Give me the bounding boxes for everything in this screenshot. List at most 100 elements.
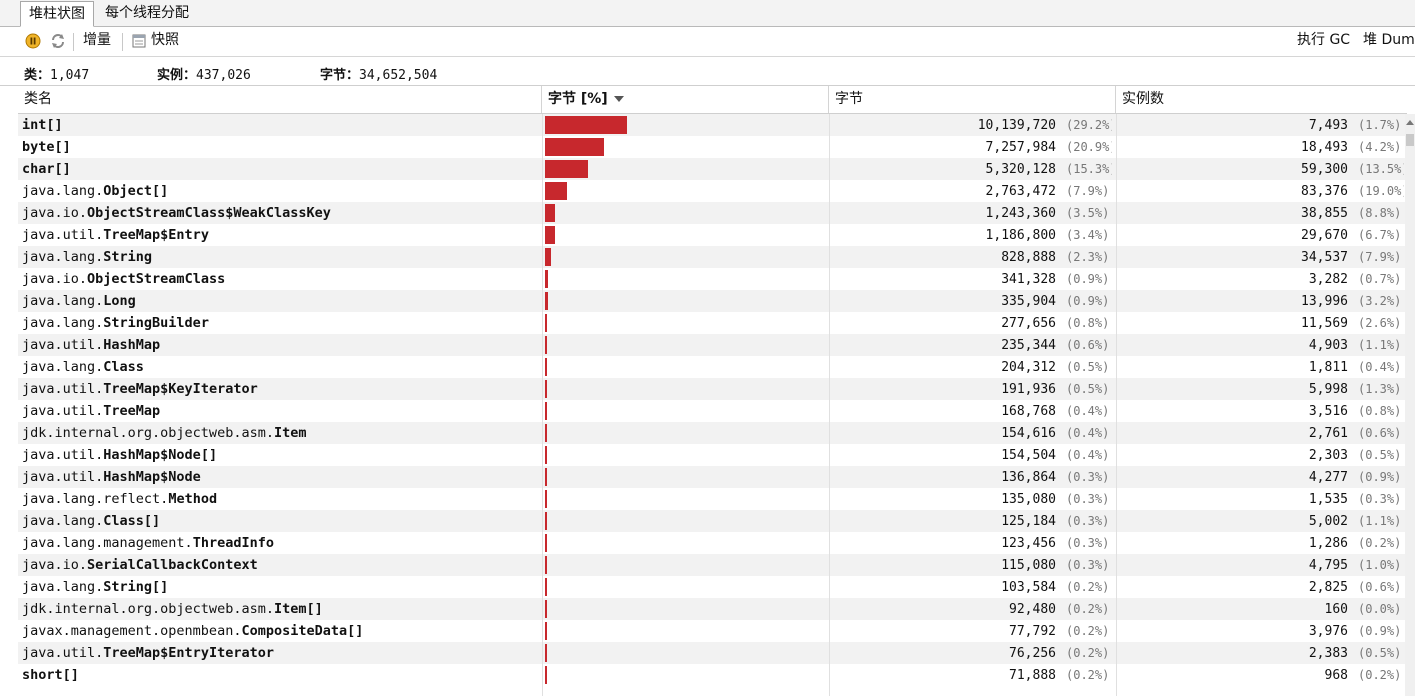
table-row[interactable]: short[] 71,888 (0.2%) 968 (0.2%) [18, 664, 1407, 686]
bytes-percent-value: (0.4%) [1066, 422, 1112, 444]
scrollbar-thumb[interactable] [1406, 134, 1414, 146]
bytes-percent-cell [540, 136, 828, 158]
table-row[interactable]: java.lang.Long 335,904 (0.9%) 13,996 (3.2%) [18, 290, 1407, 312]
table-header: 类名 字节 [%] 字节 实例数 [18, 86, 1407, 114]
class-name-cell: java.lang.Long [22, 290, 540, 312]
bytes-percent-cell [540, 554, 828, 576]
toolbar-separator [122, 33, 123, 51]
bytes-value: 103,584 [1001, 580, 1056, 595]
instances-cell: 2,383 (0.5%) [1116, 642, 1404, 664]
table-row[interactable]: java.io.SerialCallbackContext 115,080 (0.3… [18, 554, 1407, 576]
bytes-summary: 字节：34,652,504 [320, 64, 437, 83]
table-row[interactable]: java.lang.Object[] 2,763,472 (7.9%) 83,376 (… [18, 180, 1407, 202]
bytes-percent-cell [540, 400, 828, 422]
class-name: StringBuilder [103, 315, 209, 331]
table-row[interactable]: java.util.HashMap 235,344 (0.6%) 4,903 (1.1%… [18, 334, 1407, 356]
class-name: CompositeData[] [241, 623, 363, 639]
class-name-cell: byte[] [22, 136, 540, 158]
instances-summary: 实例：437,026 [157, 64, 251, 83]
table-row[interactable]: java.io.ObjectStreamClass$WeakClassKey 1,… [18, 202, 1407, 224]
bytes-cell: 2,763,472 (7.9%) [830, 180, 1112, 202]
table-row[interactable]: java.lang.Class 204,312 (0.5%) 1,811 (0.4%) [18, 356, 1407, 378]
bytes-percent-cell [540, 532, 828, 554]
instances-percent-value: (0.6%) [1358, 422, 1404, 444]
table-row[interactable]: java.lang.reflect.Method 135,080 (0.3%) 1,5… [18, 488, 1407, 510]
table-row[interactable]: java.util.HashMap$Node 136,864 (0.3%) 4,277… [18, 466, 1407, 488]
bytes-percent-bar [545, 358, 547, 376]
view-tabs: 堆柱状图 每个线程分配 [0, 0, 1415, 27]
bytes-percent-bar [545, 226, 555, 244]
table-row[interactable]: java.util.TreeMap$EntryIterator 76,256 (0.… [18, 642, 1407, 664]
tab-per-thread-allocation[interactable]: 每个线程分配 [97, 1, 197, 25]
bytes-value: 1,243,360 [986, 206, 1056, 221]
column-header-bytes-percent[interactable]: 字节 [%] [542, 86, 829, 113]
class-name-cell: java.lang.StringBuilder [22, 312, 540, 334]
bytes-percent-value: (20.9%) [1066, 136, 1112, 158]
package-name: java.io. [22, 271, 87, 287]
bytes-percent-cell [540, 180, 828, 202]
table-row[interactable]: java.lang.Class[] 125,184 (0.3%) 5,002 (1.1%… [18, 510, 1407, 532]
table-row[interactable]: java.lang.String[] 103,584 (0.2%) 2,825 (0.6… [18, 576, 1407, 598]
instances-cell: 3,976 (0.9%) [1116, 620, 1404, 642]
class-name-cell: java.util.TreeMap$KeyIterator [22, 378, 540, 400]
instances-value: 5,998 [1309, 382, 1348, 397]
class-name: short[] [22, 667, 79, 683]
bytes-percent-value: (7.9%) [1066, 180, 1112, 202]
bytes-percent-bar [545, 490, 547, 508]
tab-heap-histogram[interactable]: 堆柱状图 [20, 1, 94, 27]
bytes-percent-value: (0.2%) [1066, 576, 1112, 598]
bytes-cell: 92,480 (0.2%) [830, 598, 1112, 620]
class-name-cell: java.util.HashMap$Node [22, 466, 540, 488]
toolbar-separator [73, 33, 74, 51]
delta-button[interactable]: 增量 [83, 27, 111, 56]
table-row[interactable]: byte[] 7,257,984 (20.9%) 18,493 (4.2%) [18, 136, 1407, 158]
instances-value: 38,855 [1301, 206, 1348, 221]
column-header-bytes[interactable]: 字节 [829, 86, 1116, 113]
table-row[interactable]: jdk.internal.org.objectweb.asm.Item 154,6… [18, 422, 1407, 444]
bytes-percent-bar [545, 512, 547, 530]
table-row[interactable]: java.lang.String 828,888 (2.3%) 34,537 (7.9%… [18, 246, 1407, 268]
snapshot-button[interactable]: 快照 [151, 27, 179, 56]
bytes-percent-cell [540, 334, 828, 356]
perform-gc-button[interactable]: 执行 GC [1297, 27, 1350, 56]
bytes-percent-cell [540, 246, 828, 268]
package-name: java.lang. [22, 293, 103, 309]
table-row[interactable]: java.util.HashMap$Node[] 154,504 (0.4%) 2,3… [18, 444, 1407, 466]
refresh-icon[interactable] [50, 33, 66, 49]
column-header-class-name[interactable]: 类名 [18, 86, 542, 113]
bytes-percent-value: (0.2%) [1066, 620, 1112, 642]
table-row[interactable]: java.util.TreeMap$KeyIterator 191,936 (0.5… [18, 378, 1407, 400]
scroll-up-icon[interactable] [1406, 120, 1414, 125]
instances-cell: 4,277 (0.9%) [1116, 466, 1404, 488]
package-name: java.lang. [22, 579, 103, 595]
bytes-value: 341,328 [1001, 272, 1056, 287]
instances-value: 1,286 [1309, 536, 1348, 551]
table-row[interactable]: java.util.TreeMap 168,768 (0.4%) 3,516 (0.8%… [18, 400, 1407, 422]
package-name: java.lang. [22, 183, 103, 199]
snapshot-icon[interactable] [131, 33, 147, 49]
table-row[interactable]: java.util.TreeMap$Entry 1,186,800 (3.4%) 29… [18, 224, 1407, 246]
table-row[interactable]: char[] 5,320,128 (15.3%) 59,300 (13.5%) [18, 158, 1407, 180]
heap-dump-button[interactable]: 堆 Dump [1363, 27, 1415, 56]
bytes-percent-cell [540, 510, 828, 532]
bytes-percent-cell [540, 488, 828, 510]
class-name-cell: int[] [22, 114, 540, 136]
column-header-instances[interactable]: 实例数 [1116, 86, 1407, 113]
pause-icon[interactable] [25, 33, 41, 49]
bytes-percent-bar [545, 600, 547, 618]
package-name: java.util. [22, 337, 103, 353]
bytes-value: 1,186,800 [986, 228, 1056, 243]
table-row[interactable]: int[] 10,139,720 (29.2%) 7,493 (1.7%) [18, 114, 1407, 136]
table-row[interactable]: jdk.internal.org.objectweb.asm.Item[] 92,… [18, 598, 1407, 620]
table-row[interactable]: java.io.ObjectStreamClass 341,328 (0.9%) 3,… [18, 268, 1407, 290]
instances-value: 83,376 [1301, 184, 1348, 199]
bytes-percent-bar [545, 424, 547, 442]
instances-value: 437,026 [196, 68, 251, 83]
bytes-percent-cell [540, 114, 828, 136]
table-row[interactable]: javax.management.openmbean.CompositeData… [18, 620, 1407, 642]
vertical-scrollbar[interactable] [1405, 114, 1415, 696]
bytes-cell: 828,888 (2.3%) [830, 246, 1112, 268]
table-row[interactable]: java.lang.management.ThreadInfo 123,456 (0… [18, 532, 1407, 554]
table-row[interactable]: java.lang.StringBuilder 277,656 (0.8%) 11,5… [18, 312, 1407, 334]
class-name-cell: java.lang.management.ThreadInfo [22, 532, 540, 554]
